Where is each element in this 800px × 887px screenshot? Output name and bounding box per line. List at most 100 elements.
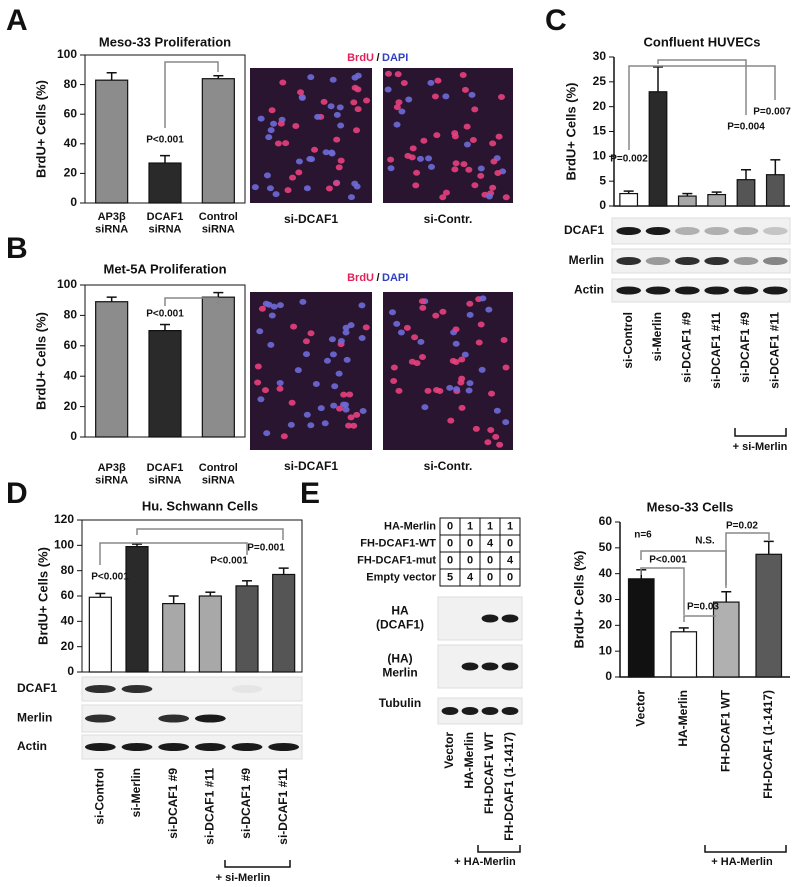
blot-strip (611, 248, 791, 274)
image-caption: si-DCAF1 (284, 212, 338, 226)
nucleus (307, 422, 315, 429)
nucleus (331, 383, 339, 390)
blot-band (121, 685, 153, 693)
nucleus (265, 301, 273, 308)
y-tick-label: 40 (599, 566, 613, 580)
blot-band (84, 743, 116, 751)
nucleus (460, 161, 468, 168)
nucleus (452, 326, 460, 333)
nucleus (297, 89, 305, 96)
blot-band (481, 614, 499, 623)
x-tick-label: si-DCAF1 #11 (768, 312, 782, 389)
text-line: AP3β (98, 211, 126, 223)
nucleus (397, 329, 405, 336)
significance-bracket (640, 567, 685, 615)
nucleus (299, 298, 307, 305)
x-tick-label: FH-DCAF1 (1-1417) (761, 690, 775, 799)
x-tick-label: si-Control (621, 312, 635, 369)
bar (201, 78, 235, 204)
table-cell-text: 0 (507, 571, 513, 583)
nucleus (354, 106, 362, 113)
nucleus (336, 405, 344, 412)
nucleus (471, 182, 479, 189)
y-tick-label: 60 (64, 106, 78, 120)
nucleus (267, 341, 275, 348)
text-line: DCAF1 (147, 462, 184, 474)
significance-bracket (657, 59, 747, 115)
table-cell-text: 0 (467, 554, 473, 566)
y-tick-label: 100 (57, 47, 77, 61)
text-line: siRNA (95, 475, 128, 487)
annotation: n=6 (634, 530, 652, 541)
nucleus (452, 160, 460, 167)
blot-band (733, 227, 759, 235)
nucleus (280, 433, 288, 440)
blot-strip (81, 676, 303, 702)
x-tick-label: si-DCAF1 #11 (276, 768, 290, 845)
group-bracket (224, 860, 291, 868)
nucleus (254, 363, 262, 370)
blot-band (481, 662, 499, 671)
nucleus (413, 169, 421, 176)
bar (272, 573, 296, 673)
y-tick-label: 80 (64, 77, 78, 91)
group-bracket (734, 428, 787, 437)
significance-bracket (725, 532, 770, 585)
stain-label: DAPI (382, 52, 408, 64)
blot-band (84, 714, 116, 723)
blot-band (461, 707, 479, 715)
nucleus (287, 421, 295, 428)
annotation: P<0.001 (649, 555, 687, 566)
blot-label: HA (DCAF1) (376, 604, 424, 632)
nucleus (279, 79, 287, 86)
blot-band (704, 286, 729, 295)
nucleus (424, 387, 432, 394)
nucleus (329, 76, 337, 83)
nucleus (472, 425, 480, 432)
nucleus (346, 391, 354, 398)
nucleus (303, 185, 311, 192)
nucleus (350, 99, 358, 106)
annotation: P<0.001 (210, 556, 248, 567)
table-row-label: Empty vector (366, 571, 436, 583)
nucleus (442, 93, 450, 100)
micrograph (383, 68, 513, 203)
bar (755, 553, 783, 678)
annotation: P=0.03 (687, 602, 719, 613)
image-caption: si-Contr. (424, 459, 473, 473)
blot-band (763, 257, 788, 265)
chart-title: Meso-33 Proliferation (99, 34, 231, 49)
nucleus (453, 386, 461, 393)
blot-band (461, 662, 479, 671)
nucleus (333, 136, 341, 143)
nucleus (363, 97, 371, 104)
text-line: siRNA (148, 224, 181, 236)
x-tick-label: si-DCAF1 #11 (709, 312, 723, 389)
bar (88, 596, 112, 673)
nucleus (302, 338, 310, 345)
nucleus (495, 133, 503, 140)
nucleus (494, 170, 502, 177)
micrograph (383, 292, 513, 450)
y-tick-label: 40 (61, 614, 75, 628)
nucleus (337, 338, 345, 345)
blot-band (158, 743, 190, 751)
table-cell (499, 568, 521, 587)
x-tick-label: si-DCAF1 #9 (680, 312, 694, 383)
nucleus (353, 411, 361, 418)
nucleus (333, 111, 341, 118)
nucleus (478, 366, 486, 373)
y-axis-label: BrdU+ Cells (%) (33, 80, 48, 178)
blot-band (645, 227, 671, 235)
y-tick-label: 50 (599, 540, 613, 554)
blot-band (733, 286, 759, 295)
table-row-label: FH-DCAF1-mut (357, 554, 436, 566)
table-cell-text: 0 (507, 537, 513, 549)
image-caption: si-Contr. (424, 212, 473, 226)
nucleus (461, 351, 469, 358)
nucleus (395, 99, 403, 106)
nucleus (251, 184, 259, 191)
y-tick-label: 80 (61, 563, 75, 577)
table-cell-text: 0 (467, 537, 473, 549)
nucleus (485, 193, 493, 200)
